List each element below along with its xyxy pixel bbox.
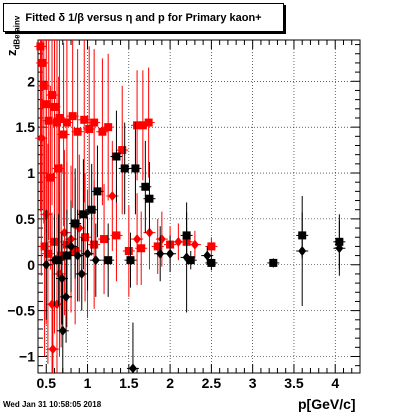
data-point-square bbox=[112, 152, 121, 161]
data-point-diamond bbox=[42, 259, 51, 270]
data-point-diamond bbox=[335, 243, 344, 254]
data-point-square bbox=[153, 242, 162, 251]
data-point-square bbox=[145, 194, 154, 203]
data-point-square bbox=[85, 124, 94, 133]
data-point-square bbox=[36, 42, 45, 51]
data-point-square bbox=[71, 219, 80, 228]
data-point-square bbox=[112, 231, 121, 240]
grid bbox=[38, 40, 360, 373]
data-point-square bbox=[144, 118, 153, 127]
data-point-square bbox=[186, 256, 195, 265]
y-tick-label: 1 bbox=[27, 165, 35, 181]
data-point-square bbox=[55, 113, 64, 122]
timestamp-footer: Wed Jan 31 10:58:05 2018 bbox=[3, 400, 102, 409]
data-point-square bbox=[48, 91, 57, 100]
data-point-diamond bbox=[57, 273, 66, 284]
data-point-diamond bbox=[67, 241, 76, 252]
data-point-diamond bbox=[37, 133, 46, 144]
data-point-square bbox=[59, 130, 68, 139]
data-point-square bbox=[207, 258, 216, 267]
data-point-diamond bbox=[91, 255, 100, 266]
data-point-diamond bbox=[58, 325, 67, 336]
data-point-square bbox=[44, 116, 53, 125]
data-point-square bbox=[90, 118, 99, 127]
x-tick-label: 0.5 bbox=[37, 375, 57, 391]
y-tick-label: 0.5 bbox=[16, 211, 36, 227]
axis-ticks: 0.5 1 1.5 2 2.5 3 3.5 4 −1 −0.5 0 0.5 1 1.5 2 bbox=[7, 40, 361, 391]
data-point-diamond bbox=[83, 248, 92, 259]
x-tick-label: 2.5 bbox=[202, 375, 222, 391]
data-point-square bbox=[138, 121, 147, 130]
x-tick-label: 1.5 bbox=[119, 375, 139, 391]
x-tick-label: 3 bbox=[249, 375, 257, 391]
chart-title: Fitted δ 1/β versus η and p for Primary … bbox=[3, 3, 284, 32]
y-tick-label: −1 bbox=[19, 348, 35, 364]
data-point-square bbox=[46, 173, 55, 182]
x-tick-label: 1 bbox=[84, 375, 92, 391]
data-point-square bbox=[269, 258, 278, 267]
data-point-square bbox=[93, 187, 102, 196]
data-point-square bbox=[79, 210, 88, 219]
data-point-diamond bbox=[62, 291, 71, 302]
data-point-diamond bbox=[73, 250, 82, 261]
data-point-square bbox=[43, 249, 52, 258]
data-point-diamond bbox=[50, 255, 59, 266]
data-point-diamond bbox=[108, 190, 117, 201]
y-tick-label: −0.5 bbox=[7, 303, 35, 319]
data-point-square bbox=[52, 118, 61, 127]
data-point-square bbox=[104, 123, 113, 132]
data-point-square bbox=[40, 242, 49, 251]
data-point-square bbox=[54, 164, 63, 173]
data-point-diamond bbox=[77, 268, 86, 279]
data-point-square bbox=[62, 251, 71, 260]
data-point-square bbox=[104, 256, 113, 265]
data-point-diamond bbox=[203, 250, 212, 261]
data-point-square bbox=[118, 146, 127, 155]
data-point-diamond bbox=[182, 252, 191, 263]
x-axis-label: p[GeV/c] bbox=[298, 396, 356, 412]
data-point-square bbox=[120, 164, 129, 173]
y-axis-label-main: z bbox=[4, 49, 19, 57]
data-point-diamond bbox=[48, 344, 57, 355]
x-tick-label: 3.5 bbox=[284, 375, 304, 391]
data-point-square bbox=[68, 112, 77, 121]
data-point-square bbox=[131, 164, 140, 173]
y-tick-label: 1.5 bbox=[16, 119, 36, 135]
data-point-square bbox=[141, 182, 150, 191]
data-point-square bbox=[124, 246, 133, 255]
y-tick-label: 0 bbox=[27, 257, 35, 273]
data-point-square bbox=[50, 102, 59, 111]
plot-frame bbox=[37, 39, 361, 374]
data-point-diamond bbox=[298, 245, 307, 256]
data-point-square bbox=[62, 118, 71, 127]
data-point-square bbox=[90, 240, 99, 249]
data-point-diamond bbox=[128, 363, 137, 374]
data-point-square bbox=[38, 58, 47, 67]
y-axis-label-sub: dBetainv bbox=[12, 15, 22, 50]
data-point-diamond bbox=[133, 234, 142, 245]
data-marks bbox=[34, 40, 346, 374]
data-point-diamond bbox=[174, 236, 183, 247]
data-point-square bbox=[73, 127, 82, 136]
data-point-square bbox=[39, 81, 48, 90]
data-point-square bbox=[81, 233, 90, 242]
y-tick-label: 2 bbox=[27, 73, 35, 89]
data-point-square bbox=[80, 115, 89, 124]
data-point-square bbox=[137, 244, 146, 253]
y-axis-label: zdBetainv bbox=[4, 16, 22, 56]
data-point-diamond bbox=[156, 248, 165, 259]
data-point-square bbox=[126, 256, 135, 265]
data-point-square bbox=[98, 127, 107, 136]
x-tick-label: 2 bbox=[166, 375, 174, 391]
data-point-square bbox=[100, 235, 109, 244]
data-point-diamond bbox=[190, 239, 199, 250]
data-point-diamond bbox=[166, 248, 175, 259]
data-point-square bbox=[87, 205, 96, 214]
data-point-square bbox=[207, 242, 216, 251]
x-tick-label: 4 bbox=[331, 375, 339, 391]
